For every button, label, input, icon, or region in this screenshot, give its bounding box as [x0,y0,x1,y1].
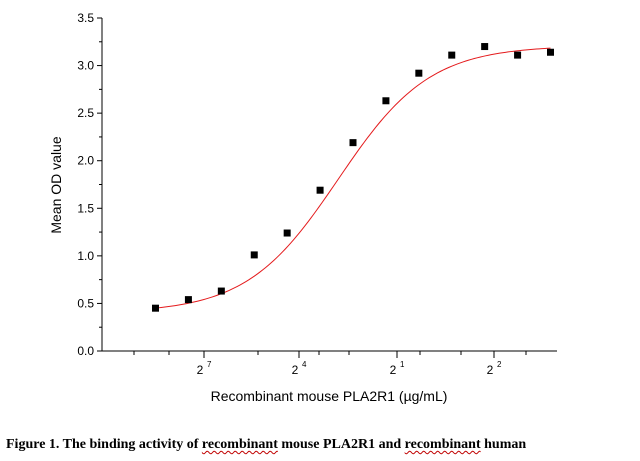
data-point [415,69,423,77]
y-axis-title: Mean OD value [48,136,64,233]
data-point [514,51,522,59]
y-tick-label: 2.0 [77,154,94,168]
data-point [283,229,291,237]
data-points [152,43,554,312]
y-axis: 0.0 0.5 1.0 1.5 2.0 2.5 3.0 3.5 [77,11,103,358]
fit-curve [155,47,551,309]
data-point [250,251,258,259]
data-point [448,51,456,59]
caption-text: human [480,437,527,452]
y-tick-label: 1.0 [77,249,94,263]
caption-spellcheck-word: recombinant [404,437,481,452]
x-tick-label-exponent: 2 [497,360,502,369]
y-tick-label: 3.0 [77,59,94,73]
data-point [481,43,489,51]
caption-text: Figure 1. The binding activity of [6,437,202,452]
y-tick-label: 2.5 [77,106,94,120]
caption-text: mouse PLA2R1 and [277,437,405,452]
data-point [184,296,192,304]
data-point [382,97,390,105]
x-tick-label: 2 [197,363,204,377]
x-tick-label: 2 [390,363,397,377]
x-tick-label-exponent: 7 [207,360,212,369]
x-tick-label: 2 [487,363,494,377]
y-tick-label: 1.5 [77,201,94,215]
y-tick-label: 0.5 [77,296,94,310]
figure-caption: Figure 1. The binding activity of recomb… [6,437,638,453]
fit-curve-layer [155,47,551,309]
caption-spellcheck-word: recombinant [201,437,278,452]
data-point [349,139,357,147]
x-tick-label-exponent: 4 [302,360,307,369]
data-point [152,304,159,312]
x-axis-title: Recombinant mouse PLA2R1 (µg/mL) [211,388,448,404]
data-point [217,287,225,295]
y-tick-label: 0.0 [77,344,94,358]
y-tick-label: 3.5 [77,11,94,25]
x-tick-label: 2 [292,363,299,377]
x-tick-label-exponent: 1 [400,360,405,369]
data-point [316,186,324,194]
data-point [547,48,554,56]
